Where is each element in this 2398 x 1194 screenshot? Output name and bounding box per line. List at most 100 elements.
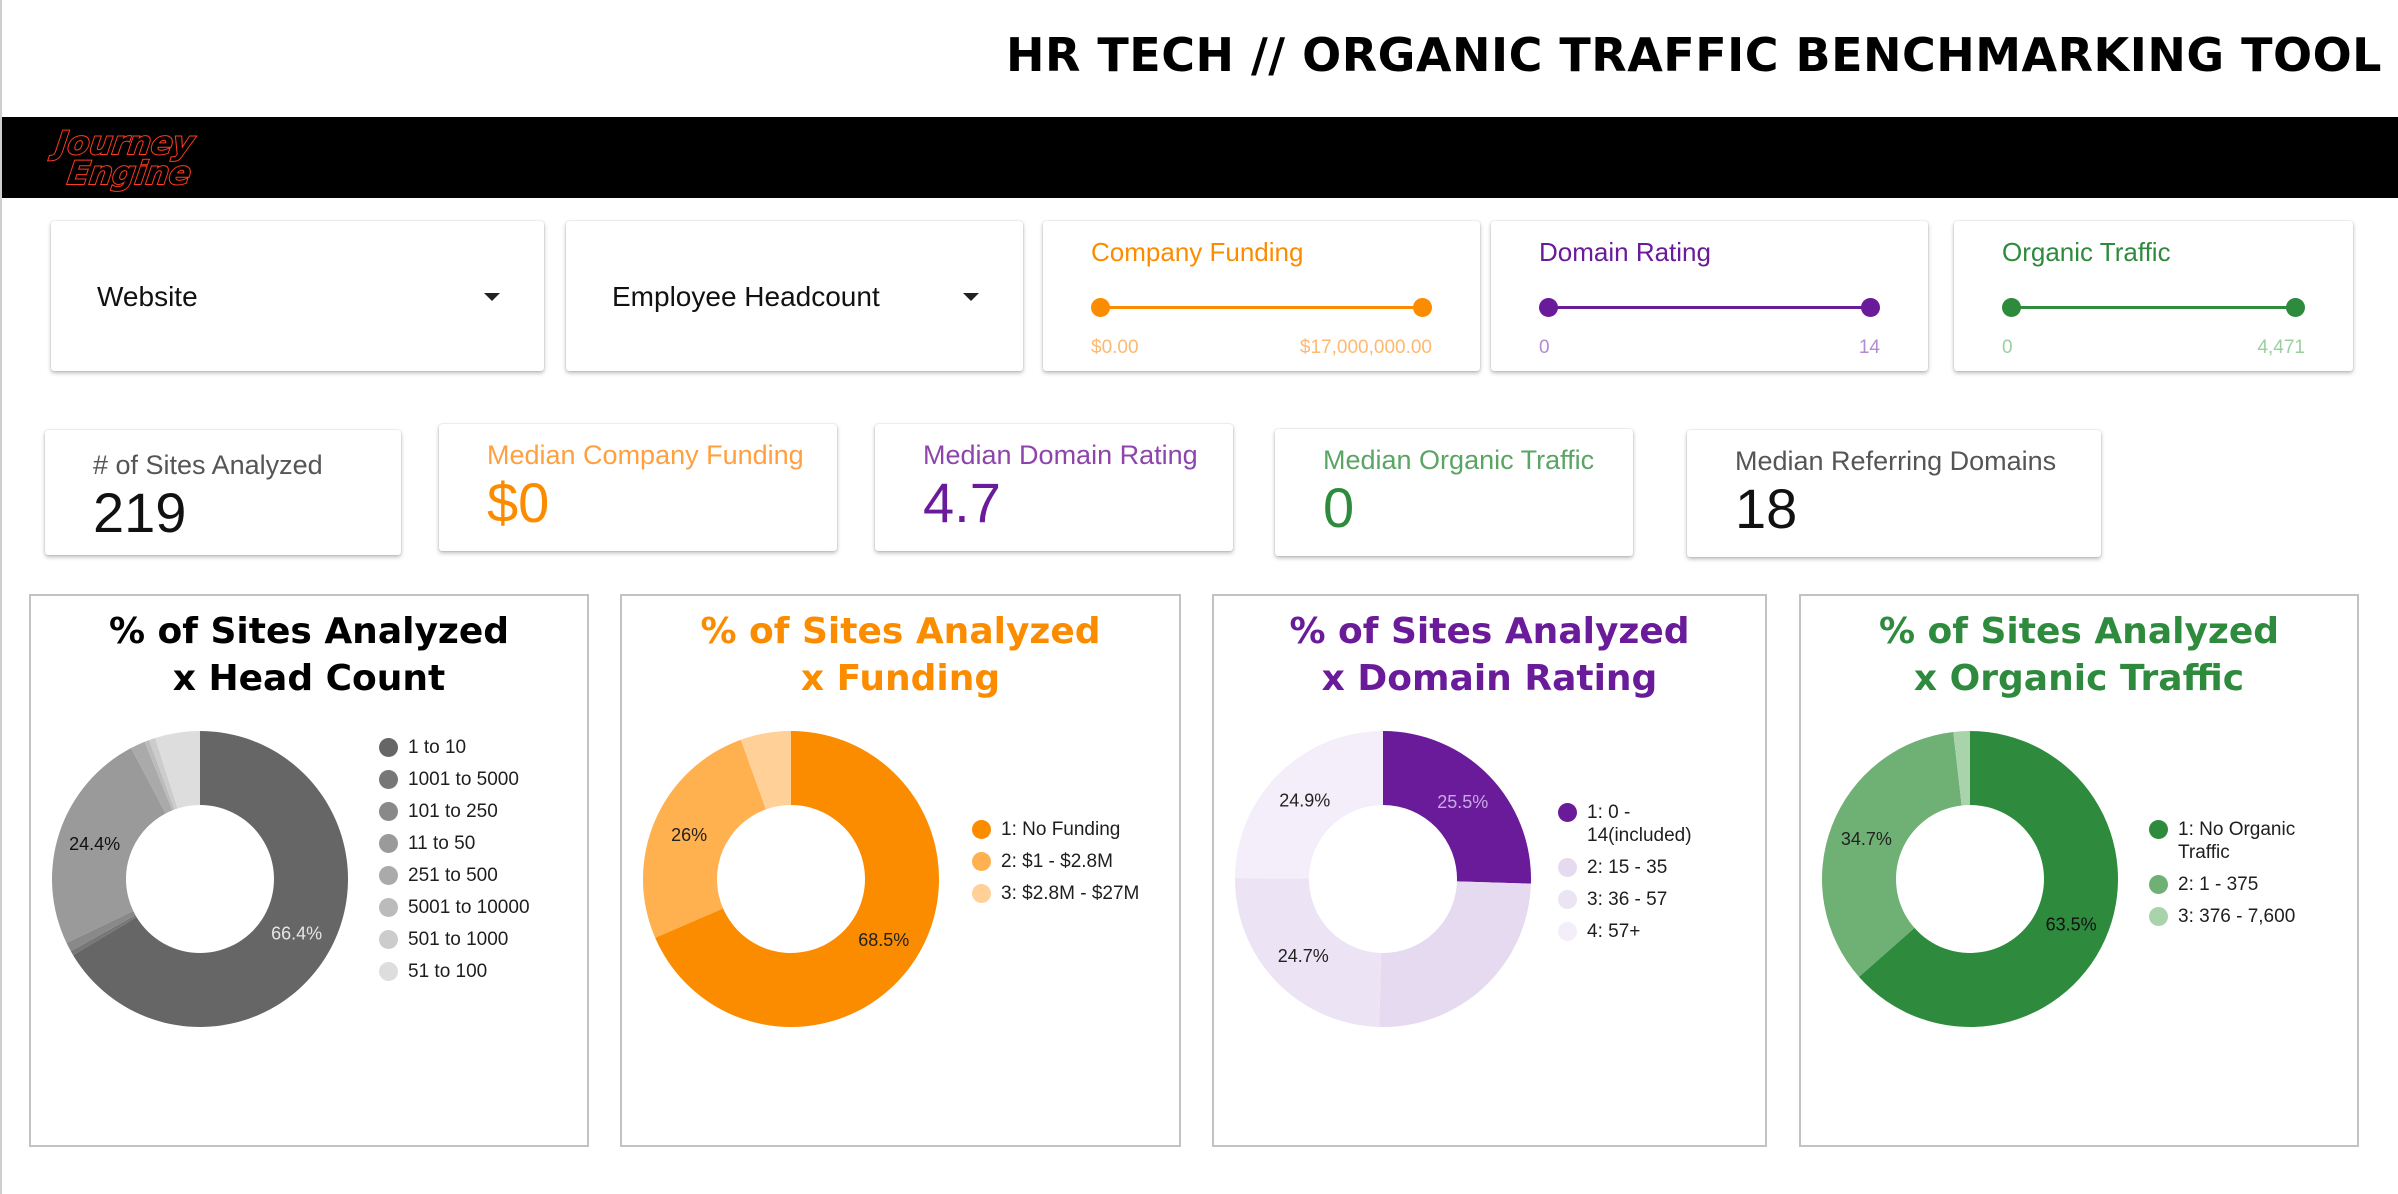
legend-item[interactable]: 1 to 10: [379, 736, 579, 759]
legend-item[interactable]: 1: No Funding: [972, 818, 1162, 841]
donut-slice[interactable]: [1235, 878, 1382, 1027]
kpi-median-domain-rating: Median Domain Rating 4.7: [875, 424, 1233, 551]
donut-slice[interactable]: [1235, 731, 1383, 879]
donut-slice-label: 63.5%: [2046, 915, 2097, 935]
legend-item[interactable]: 1001 to 5000: [379, 768, 579, 791]
kpi-median-organic-traffic: Median Organic Traffic 0: [1275, 429, 1633, 556]
brand-bar: Journey Engine: [2, 117, 2398, 198]
donut-slice[interactable]: [740, 731, 791, 810]
legend-label: 1001 to 5000: [408, 769, 519, 790]
kpi-value: 219: [93, 481, 187, 544]
kpi-value: 0: [1323, 476, 1355, 539]
legend-label: 5001 to 10000: [408, 897, 530, 918]
legend-label: 1: 0 - 14(included): [1587, 802, 1692, 846]
kpi-label: Median Domain Rating: [923, 440, 1198, 470]
legend-item[interactable]: 101 to 250: [379, 800, 579, 823]
donut-slice[interactable]: [643, 739, 766, 938]
organic-traffic-slider-min-handle[interactable]: [2002, 298, 2021, 317]
chart-panel-funding: % of Sites Analyzed x Funding 68.5% 26% 1…: [620, 594, 1181, 1147]
donut-slice[interactable]: [66, 910, 136, 952]
chart-legend: 1: 0 - 14(included) 2: 15 - 35 3: 36 - 57 4…: [1558, 801, 1728, 952]
chart-panel-headcount: % of Sites Analyzed x Head Count 66.4% 24…: [29, 594, 589, 1147]
donut-slice[interactable]: [1858, 731, 2118, 1027]
legend-label: 1: No Organic Traffic: [2178, 819, 2296, 863]
page-title: HR TECH // ORGANIC TRAFFIC BENCHMARKING …: [1006, 28, 2382, 82]
legend-item[interactable]: 2: 15 - 35: [1558, 856, 1728, 879]
donut-slice[interactable]: [131, 741, 173, 814]
legend-swatch: [1558, 803, 1577, 822]
funding-slider-min-handle[interactable]: [1091, 298, 1110, 317]
donut-slice[interactable]: [144, 740, 175, 811]
domain-rating-slider-title: Domain Rating: [1539, 237, 1711, 267]
legend-label: 3: 36 - 57: [1587, 889, 1668, 910]
legend-item[interactable]: 11 to 50: [379, 832, 579, 855]
legend-swatch: [972, 884, 991, 903]
chart-title-line-1: % of Sites Analyzed: [700, 611, 1101, 652]
legend-item[interactable]: 3: 376 - 7,600: [2149, 905, 2329, 928]
legend-label: 501 to 1000: [408, 929, 509, 950]
legend-label: 2: 1 - 375: [2178, 874, 2259, 895]
legend-item[interactable]: 3: 36 - 57: [1558, 888, 1728, 911]
chart-title: % of Sites Analyzed x Head Count: [31, 608, 587, 702]
legend-swatch: [2149, 820, 2168, 839]
donut-slice[interactable]: [148, 737, 178, 810]
donut-slice-label: 24.9%: [1279, 790, 1330, 810]
organic-traffic-slider-track[interactable]: [2002, 298, 2305, 317]
legend-item[interactable]: 4: 57+: [1558, 920, 1728, 943]
donut-chart-headcount: 66.4% 24.4%: [51, 731, 348, 1027]
legend-item[interactable]: 501 to 1000: [379, 928, 579, 951]
donut-slice[interactable]: [1953, 731, 1970, 806]
chart-title-line-2: x Funding: [800, 658, 1001, 699]
legend-item[interactable]: 2: $1 - $2.8M: [972, 850, 1162, 873]
kpi-label: Median Referring Domains: [1735, 446, 2057, 476]
chart-legend: 1 to 10 1001 to 5000 101 to 250 11 to 50 251…: [379, 736, 579, 992]
kpi-sites-analyzed: # of Sites Analyzed 219: [45, 430, 401, 555]
donut-slice[interactable]: [51, 747, 166, 943]
chart-panel-domain-rating: % of Sites Analyzed x Domain Rating 25.5…: [1212, 594, 1767, 1147]
legend-item[interactable]: 251 to 500: [379, 864, 579, 887]
legend-item[interactable]: 1: 0 - 14(included): [1558, 801, 1728, 847]
chart-title-line-2: x Organic Traffic: [1913, 658, 2245, 699]
chart-title: % of Sites Analyzed x Funding: [622, 608, 1179, 702]
funding-slider-card: Company Funding $0.00 $17,000,000.00: [1043, 221, 1480, 371]
chart-panel-organic-traffic: % of Sites Analyzed x Organic Traffic 63…: [1799, 594, 2359, 1147]
kpi-value: 4.7: [923, 471, 1001, 534]
donut-slice[interactable]: [1379, 881, 1531, 1027]
donut-slice[interactable]: [155, 731, 200, 809]
donut-slice[interactable]: [70, 915, 137, 956]
donut-slice[interactable]: [1383, 731, 1531, 884]
domain-rating-slider-max-handle[interactable]: [1861, 298, 1880, 317]
donut-slice[interactable]: [1822, 731, 1962, 977]
donut-slice[interactable]: [73, 731, 348, 1027]
website-dropdown[interactable]: Website: [51, 221, 544, 371]
headcount-dropdown-label: Employee Headcount: [612, 281, 880, 312]
donut-chart-domain-rating: 25.5% 24.7% 24.9%: [1235, 731, 1531, 1027]
chart-legend: 1: No Organic Traffic 2: 1 - 375 3: 376 - …: [2149, 818, 2329, 937]
funding-slider-max-value: $17,000,000.00: [1299, 337, 1432, 358]
donut-slice[interactable]: [655, 731, 939, 1027]
organic-traffic-slider-min-value: 0: [2002, 337, 2013, 358]
legend-swatch: [2149, 907, 2168, 926]
kpi-value: $0: [487, 471, 550, 534]
legend-item[interactable]: 5001 to 10000: [379, 896, 579, 919]
organic-traffic-slider-max-handle[interactable]: [2286, 298, 2305, 317]
chart-title: % of Sites Analyzed x Organic Traffic: [1801, 608, 2357, 702]
domain-rating-slider-min-value: 0: [1539, 337, 1550, 358]
legend-label: 101 to 250: [408, 801, 498, 822]
legend-swatch: [2149, 875, 2168, 894]
domain-rating-slider-track[interactable]: [1539, 298, 1880, 317]
legend-label: 3: 376 - 7,600: [2178, 906, 2296, 927]
chart-title-line-1: % of Sites Analyzed: [108, 611, 510, 652]
legend-item[interactable]: 2: 1 - 375: [2149, 873, 2329, 896]
domain-rating-slider-min-handle[interactable]: [1539, 298, 1558, 317]
legend-swatch: [379, 738, 398, 757]
headcount-dropdown[interactable]: Employee Headcount: [566, 221, 1023, 371]
legend-label: 3: $2.8M - $27M: [1001, 883, 1140, 904]
legend-item[interactable]: 1: No Organic Traffic: [2149, 818, 2329, 864]
legend-swatch: [379, 898, 398, 917]
funding-slider-max-handle[interactable]: [1413, 298, 1432, 317]
funding-slider-track[interactable]: [1091, 298, 1432, 317]
legend-item[interactable]: 3: $2.8M - $27M: [972, 882, 1162, 905]
legend-item[interactable]: 51 to 100: [379, 960, 579, 983]
domain-rating-slider-max-value: 14: [1858, 337, 1880, 358]
